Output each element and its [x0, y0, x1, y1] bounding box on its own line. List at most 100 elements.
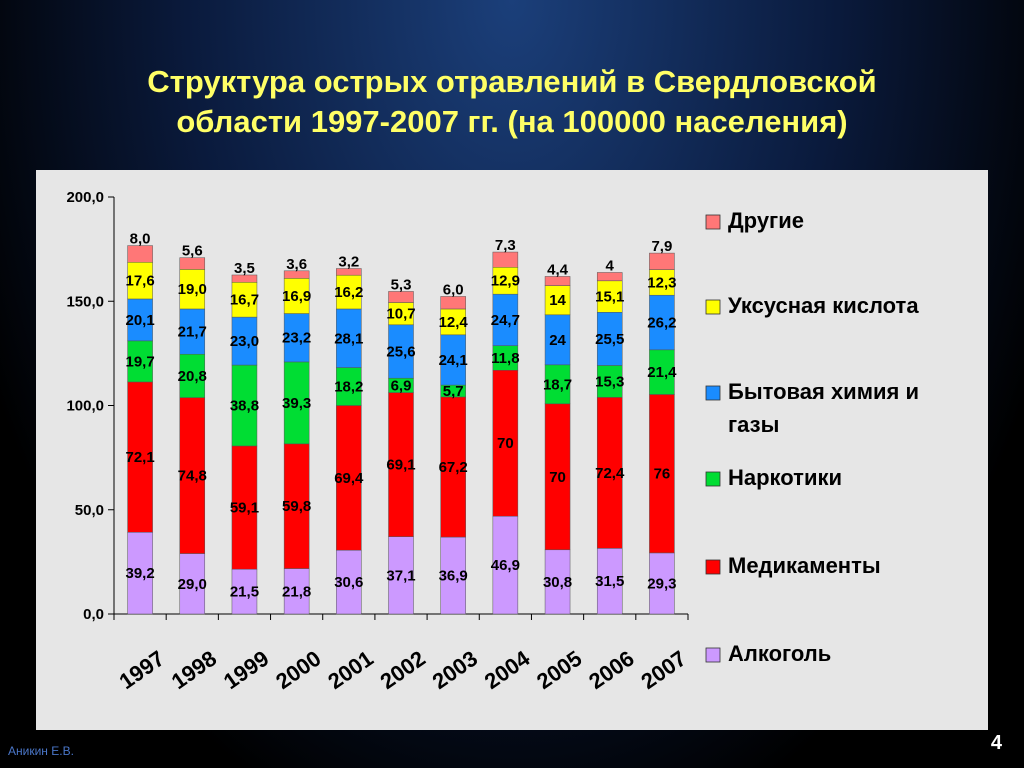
- x-tick-label: 1997: [115, 646, 169, 695]
- x-tick-label: 2002: [375, 646, 429, 695]
- data-label: 3,5: [234, 260, 255, 277]
- bar-segment: [231, 274, 258, 283]
- bar-segment: [283, 443, 310, 569]
- data-label: 7,9: [651, 238, 672, 255]
- legend-swatch: [705, 214, 721, 230]
- data-label: 72,4: [595, 465, 625, 482]
- bar-segment: [649, 252, 675, 270]
- bar-segment: [179, 269, 206, 310]
- data-label: 38,8: [230, 398, 259, 415]
- bar-segment: [231, 282, 258, 318]
- data-label: 3,6: [286, 256, 307, 273]
- data-label: 25,6: [386, 343, 415, 360]
- bar-segment: [127, 262, 153, 300]
- x-tick-label: 1999: [219, 646, 273, 695]
- data-label: 11,8: [491, 350, 519, 367]
- bar-segment: [231, 445, 258, 570]
- data-label: 31,5: [595, 573, 624, 590]
- slide-number: 4: [990, 732, 1002, 754]
- data-label: 3,2: [338, 254, 359, 271]
- data-label: 59,8: [282, 498, 311, 515]
- bar-segment: [283, 270, 310, 279]
- author-footer: Аникин Е.В.: [8, 744, 74, 758]
- data-label: 21,4: [647, 364, 677, 381]
- bar-segment: [127, 381, 153, 533]
- legend-swatch: [705, 559, 721, 575]
- data-label: 24,7: [491, 312, 520, 329]
- data-label: 28,1: [334, 330, 363, 347]
- bar-segment: [596, 397, 623, 549]
- bar-segment: [179, 553, 206, 615]
- data-label: 21,8: [282, 583, 311, 600]
- data-label: 20,8: [178, 368, 207, 385]
- data-label: 25,5: [595, 331, 624, 348]
- slide-title-line-1: Структура острых отравлений в Свердловск…: [147, 64, 877, 99]
- y-tick-label: 0,0: [83, 606, 104, 623]
- legend-swatch: [705, 299, 721, 315]
- bar-segment: [649, 294, 675, 351]
- data-label: 16,9: [282, 288, 311, 305]
- bar-segment: [544, 549, 571, 615]
- bar-segment: [179, 308, 206, 355]
- x-tick-label: 1998: [167, 646, 221, 695]
- bar-segment: [649, 269, 675, 296]
- bar-segment: [492, 345, 519, 371]
- bar-segment: [179, 257, 206, 270]
- bar-segment: [596, 280, 623, 313]
- bar-segment: [649, 552, 675, 615]
- y-tick-label: 100,0: [66, 398, 104, 415]
- data-label: 29,3: [647, 575, 676, 592]
- x-tick-label: 2000: [271, 646, 325, 695]
- bar-segment: [492, 267, 519, 295]
- data-label: 37,1: [386, 567, 415, 584]
- bar-segment: [127, 340, 153, 383]
- bar-segment: [336, 308, 362, 368]
- legend-label: Медикаменты: [728, 553, 881, 578]
- bar-segment: [231, 568, 258, 615]
- data-label: 21,5: [230, 584, 259, 601]
- data-label: 12,4: [439, 314, 469, 331]
- data-label: 30,8: [543, 574, 572, 591]
- data-label: 36,9: [439, 568, 468, 585]
- bar-segment: [336, 405, 362, 551]
- bar-segment: [649, 349, 675, 395]
- data-label: 70: [549, 469, 566, 486]
- x-tick-label: 2004: [480, 645, 535, 694]
- bar-segment: [596, 312, 623, 366]
- data-label: 7,3: [495, 237, 516, 254]
- x-tick-label: 2005: [532, 646, 586, 695]
- bar-segment: [336, 274, 362, 310]
- bar-segment: [440, 334, 466, 386]
- data-label: 30,6: [334, 574, 363, 591]
- bar-segment: [544, 403, 571, 551]
- bar-segment: [231, 316, 258, 366]
- data-label: 59,1: [230, 500, 259, 517]
- data-label: 6,0: [443, 281, 464, 298]
- data-label: 6,9: [391, 377, 412, 394]
- data-label: 72,1: [125, 449, 154, 466]
- bar-segment: [440, 308, 466, 336]
- bar-segment: [544, 314, 571, 366]
- bar-segment: [336, 549, 362, 615]
- data-label: 20,1: [125, 312, 154, 329]
- bar-segment: [596, 272, 623, 282]
- data-label: 74,8: [178, 468, 207, 485]
- data-label: 18,2: [334, 379, 363, 396]
- data-label: 69,1: [386, 457, 415, 474]
- bar-segment: [544, 276, 571, 286]
- x-tick-label: 2001: [323, 646, 377, 695]
- data-label: 5,3: [391, 276, 412, 293]
- data-label: 12,9: [491, 273, 520, 290]
- data-label: 23,2: [282, 330, 311, 347]
- bar-segment: [388, 291, 414, 303]
- bar-segment: [127, 245, 153, 263]
- bar-segment: [492, 251, 519, 268]
- bar-segment: [283, 278, 310, 314]
- data-label: 12,3: [647, 274, 676, 291]
- y-tick-label: 50,0: [75, 502, 104, 519]
- data-label: 24,1: [439, 352, 468, 369]
- data-label: 5,7: [443, 383, 464, 400]
- bar-segment: [283, 568, 310, 615]
- y-tick-label: 200,0: [66, 189, 104, 206]
- chart-panel: 0,0 50,0 100,0 150,0 200,0 39,2 72,1 19,7 20,1 17…: [36, 170, 988, 730]
